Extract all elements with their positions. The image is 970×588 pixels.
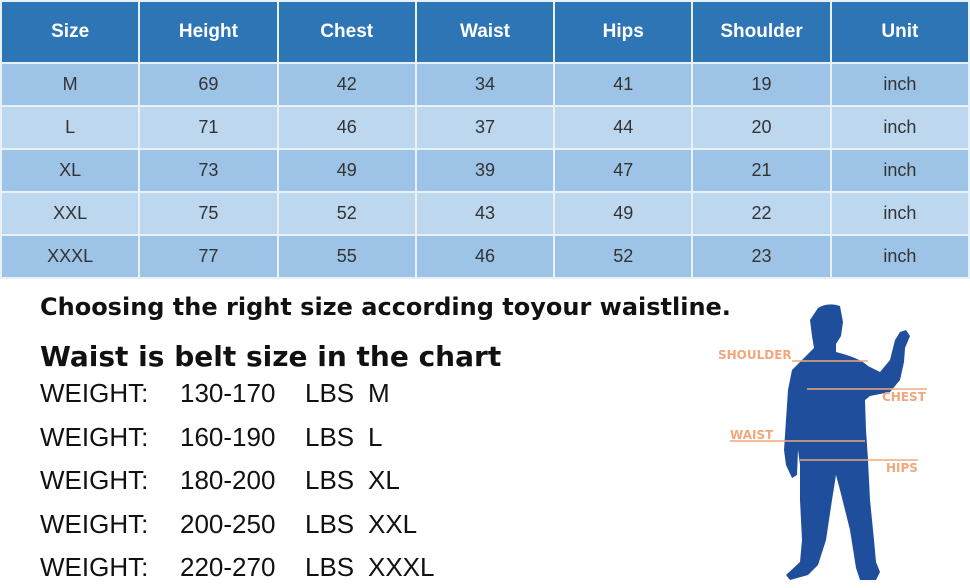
table-cell: 23 xyxy=(691,234,832,279)
table-cell: 55 xyxy=(276,234,417,279)
weight-size: XXXL xyxy=(368,552,435,582)
table-cell: inch xyxy=(829,234,970,279)
table-cell: 49 xyxy=(276,148,417,193)
table-cell: 34 xyxy=(414,62,556,107)
table-cell: XL xyxy=(0,148,141,193)
weight-size: XL xyxy=(368,465,400,495)
header-hips: Hips xyxy=(553,0,694,64)
header-height: Height xyxy=(138,0,279,64)
table-cell: 41 xyxy=(553,62,694,107)
weight-label: WEIGHT: xyxy=(40,378,149,408)
weight-unit: LBS xyxy=(305,552,355,582)
table-row: L 71 46 37 44 20 inch xyxy=(0,105,970,150)
weight-range: 180-200 xyxy=(180,465,276,495)
table-cell: inch xyxy=(829,191,970,236)
weight-range: 220-270 xyxy=(180,552,276,582)
table-cell: 73 xyxy=(138,148,279,193)
table-cell: XXXL xyxy=(0,234,141,279)
weight-size: L xyxy=(368,421,383,452)
weight-label: WEIGHT: xyxy=(40,508,149,539)
table-cell: 49 xyxy=(553,191,694,236)
table-cell: L xyxy=(0,105,141,150)
table-cell: 21 xyxy=(691,148,832,193)
table-cell: 42 xyxy=(276,62,417,107)
waist-label: WAIST xyxy=(730,428,774,442)
weight-unit: LBS xyxy=(305,378,355,408)
table-row: M 69 42 34 41 19 inch xyxy=(0,62,970,107)
table-cell: 19 xyxy=(691,62,832,107)
size-chart-table: Size Height Chest Waist Hips Shoulder Un… xyxy=(0,0,970,279)
weight-label: WEIGHT: xyxy=(40,552,149,582)
weight-label: WEIGHT: xyxy=(40,465,149,495)
weight-unit: LBS xyxy=(305,421,355,452)
table-cell: inch xyxy=(829,105,970,150)
body-measurement-figure: SHOULDER CHEST WAIST HIPS xyxy=(718,304,927,580)
weight-range: 130-170 xyxy=(180,378,276,408)
weight-range: 200-250 xyxy=(180,508,276,539)
belt-size-note: Waist is belt size in the chart xyxy=(40,340,502,373)
table-cell: 75 xyxy=(138,191,279,236)
chest-label: CHEST xyxy=(882,390,927,404)
table-cell: 37 xyxy=(414,105,556,150)
table-row: XXL 75 52 43 49 22 inch xyxy=(0,191,970,236)
table-cell: inch xyxy=(829,62,970,107)
guidance-text: Choosing the right size according toyour… xyxy=(40,293,731,321)
header-unit: Unit xyxy=(829,0,970,64)
weight-size: XXL xyxy=(368,508,418,539)
table-cell: XXL xyxy=(0,191,141,236)
table-cell: 52 xyxy=(553,234,694,279)
table-cell: 46 xyxy=(276,105,417,150)
header-shoulder: Shoulder xyxy=(691,0,832,64)
table-cell: 44 xyxy=(553,105,694,150)
table-cell: 69 xyxy=(138,62,279,107)
hips-label: HIPS xyxy=(886,461,918,475)
weight-unit: LBS xyxy=(305,465,355,495)
weight-unit: LBS xyxy=(305,508,355,539)
table-cell: M xyxy=(0,62,141,107)
shoulder-label: SHOULDER xyxy=(718,348,792,362)
table-row: XL 73 49 39 47 21 inch xyxy=(0,148,970,193)
table-cell: 47 xyxy=(553,148,694,193)
header-size: Size xyxy=(0,0,141,64)
table-cell: 71 xyxy=(138,105,279,150)
table-cell: 43 xyxy=(414,191,556,236)
header-chest: Chest xyxy=(276,0,417,64)
table-cell: 39 xyxy=(414,148,556,193)
table-cell: inch xyxy=(829,148,970,193)
table-cell: 52 xyxy=(276,191,417,236)
table-cell: 77 xyxy=(138,234,279,279)
header-waist: Waist xyxy=(414,0,556,64)
table-cell: 20 xyxy=(691,105,832,150)
weight-range: 160-190 xyxy=(180,421,276,452)
person-silhouette-icon xyxy=(784,304,910,580)
table-cell: 22 xyxy=(691,191,832,236)
table-cell: 46 xyxy=(414,234,556,279)
weight-size: M xyxy=(368,378,390,408)
weight-label: WEIGHT: xyxy=(40,421,149,452)
table-row: XXXL 77 55 46 52 23 inch xyxy=(0,234,970,279)
table-header-row: Size Height Chest Waist Hips Shoulder Un… xyxy=(0,0,970,64)
